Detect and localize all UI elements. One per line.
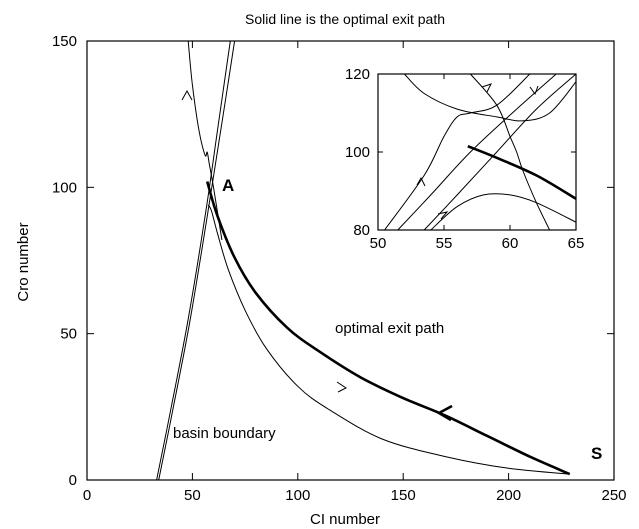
x-axis-ticks: 0 50 100 150 200 250 <box>83 41 627 504</box>
main-x-tick-label-4: 200 <box>496 487 521 504</box>
inset-y-tick-label-2: 120 <box>345 66 370 83</box>
main-x-tick-label-0: 0 <box>83 487 91 504</box>
inset-x-ticks: 50 55 60 65 <box>370 74 585 252</box>
main-x-tick-label-5: 250 <box>601 487 626 504</box>
inset-x-tick-label-1: 55 <box>436 235 453 252</box>
main-y-tick-label-2: 100 <box>52 179 77 196</box>
main-x-tick-label-2: 100 <box>285 487 310 504</box>
inset-arrow-4 <box>437 211 449 220</box>
chart-title: Solid line is the optimal exit path <box>245 11 445 27</box>
inset-series-0 <box>467 144 577 200</box>
inset-arrow-3 <box>416 176 426 187</box>
inset-x-tick-label-0: 50 <box>370 235 387 252</box>
inset-series-2 <box>423 73 577 231</box>
inset-x-tick-label-3: 65 <box>568 235 585 252</box>
inset-y-tick-label-1: 100 <box>345 144 370 161</box>
main-series-0 <box>205 181 571 476</box>
main-series-4 <box>187 40 223 241</box>
main-series-1 <box>207 204 570 475</box>
inset-y-tick-label-0: 80 <box>353 222 370 239</box>
inset-series-1 <box>397 73 557 231</box>
inset-y-ticks: 80 100 120 <box>345 66 576 239</box>
inset-background <box>378 74 576 230</box>
inset-arrow-2 <box>529 85 539 96</box>
y-axis-label: Cro number <box>15 222 32 301</box>
main-x-tick-label-3: 150 <box>391 487 416 504</box>
direction-arrows <box>181 89 453 422</box>
main-y-tick-label-0: 0 <box>69 472 77 489</box>
main-x-tick-label-1: 50 <box>184 487 201 504</box>
inset-arrow-1 <box>481 83 492 93</box>
inset-series-group <box>384 73 577 231</box>
y-axis-ticks: 0 50 100 150 <box>52 33 614 489</box>
arrow-thin-path <box>336 381 347 393</box>
main-y-tick-label-3: 150 <box>52 33 77 50</box>
label-optimal-exit-path: optimal exit path <box>335 320 444 337</box>
label-basin-boundary: basin boundary <box>173 425 276 442</box>
label-point-a: A <box>222 176 234 195</box>
label-point-s: S <box>591 444 602 463</box>
main-series-3 <box>158 40 236 481</box>
main-series-2 <box>156 40 231 481</box>
plot-frame <box>86 40 615 481</box>
arrow-boundary-up <box>181 89 193 101</box>
inset-chart: 50 55 60 65 80 100 120 <box>345 66 584 252</box>
inset-x-tick-label-2: 60 <box>502 235 519 252</box>
inset-series-4 <box>404 73 577 122</box>
x-axis-label: CI number <box>310 511 380 528</box>
inset-series-6 <box>430 193 577 231</box>
inset-arrows <box>416 83 539 220</box>
arrow-optimal-path <box>436 404 453 422</box>
main-y-tick-label-1: 50 <box>60 326 77 343</box>
main-series-group <box>156 40 571 481</box>
